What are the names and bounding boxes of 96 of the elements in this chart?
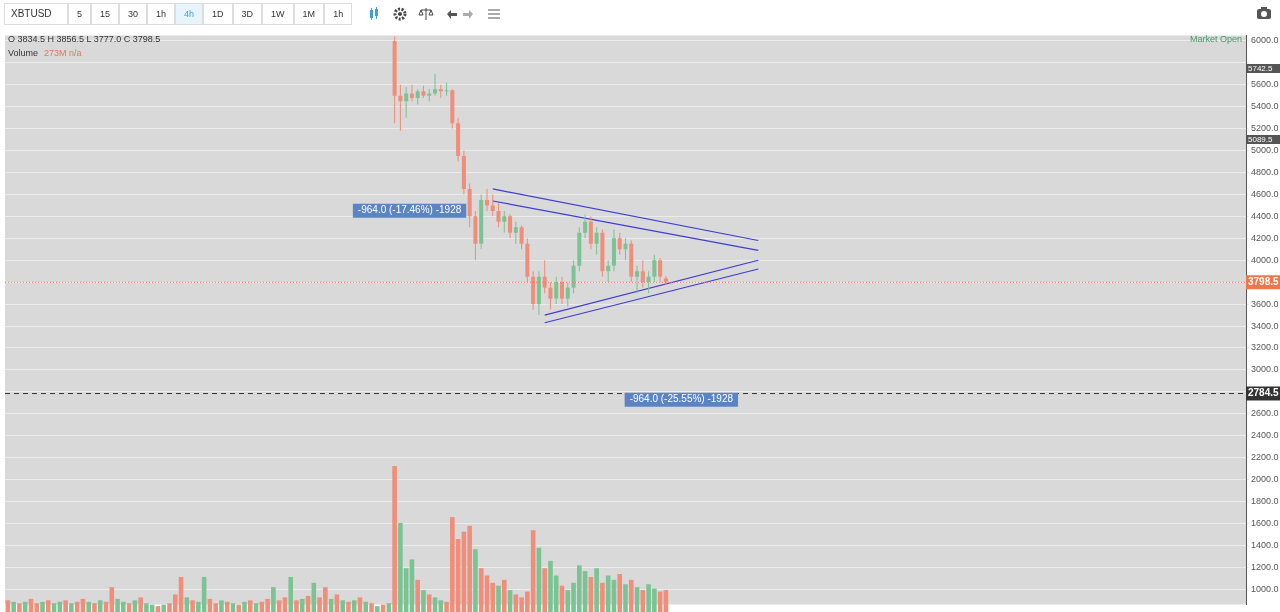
text: 1D: [203, 3, 233, 25]
text: 1M: [293, 3, 325, 25]
y-tick-label: 4400.0: [1251, 210, 1279, 221]
y-tick-label: 4600.0: [1251, 188, 1279, 199]
text: 1h: [147, 3, 176, 25]
y-tick-label: 5200.0: [1251, 123, 1279, 134]
bar: [190, 600, 195, 612]
ref-line-label: 3798.5: [1248, 276, 1280, 288]
y-tick-label: 2000.0: [1251, 474, 1279, 485]
y-tick-label: 4800.0: [1251, 166, 1279, 177]
bar: [288, 576, 294, 612]
bar: [230, 603, 236, 612]
chart-title: XBTUSD: [4, 3, 68, 25]
bar: [69, 603, 74, 612]
bar: [236, 604, 242, 612]
bar: [161, 604, 167, 612]
bar: [184, 597, 190, 612]
y-tick-label: 4200.0: [1251, 232, 1279, 243]
bar: [97, 600, 103, 612]
bar: [357, 597, 363, 612]
annotation: Volume: [8, 48, 39, 58]
bar: [542, 568, 547, 612]
bar: [45, 600, 51, 612]
bar: [351, 600, 357, 612]
y-tick-label: 1800.0: [1251, 495, 1279, 506]
text: 3D: [232, 3, 263, 25]
bar: [386, 603, 392, 612]
bar: [224, 601, 230, 612]
y-tick-label: 1000.0: [1251, 583, 1279, 594]
bar: [311, 582, 317, 612]
annotation: O 3834.5 H 3856.5 L 3777.0 C 3798.5: [8, 34, 161, 44]
y-tick-label: 1400.0: [1251, 539, 1279, 550]
y-tick-label: 3000.0: [1251, 364, 1279, 375]
text: 5: [68, 3, 92, 25]
bar: [86, 601, 91, 612]
bar: [63, 600, 68, 612]
text: 4h: [175, 3, 204, 25]
bar: [496, 585, 501, 612]
bar: [242, 601, 247, 612]
candlestick: [623, 238, 628, 261]
annotation: -964.0 (-17.46%) -1928: [357, 204, 462, 216]
bar: [40, 601, 45, 612]
annotation: 273M n/a: [44, 48, 82, 58]
annotation: -964.0 (-25.55%) -1928: [629, 393, 734, 405]
annotation: Market Open: [1189, 34, 1242, 44]
bar: [346, 601, 351, 612]
y-tick-label: 2200.0: [1251, 452, 1279, 463]
bar: [392, 466, 397, 612]
y-tick-label: 1600.0: [1251, 517, 1279, 528]
y-tick-label: 2400.0: [1251, 430, 1279, 441]
bar: [594, 568, 599, 612]
y-tick-label: 5600.0: [1251, 79, 1279, 90]
text: 5742.5: [1248, 63, 1274, 73]
text: 15: [91, 3, 120, 25]
bar: [426, 594, 432, 612]
bar: [17, 603, 22, 612]
bar: [219, 600, 224, 612]
bar: [299, 598, 305, 612]
bar: [138, 597, 143, 612]
text: 1h: [324, 3, 353, 25]
bar: [282, 597, 288, 612]
y-tick-label: 3600.0: [1251, 298, 1279, 309]
bar: [271, 587, 276, 612]
bar: [374, 606, 380, 612]
bar: [22, 601, 28, 612]
y-tick-label: 5400.0: [1251, 101, 1279, 112]
y-tick-label: 5000.0: [1251, 145, 1279, 156]
text: 5089.5: [1248, 134, 1274, 144]
bar: [628, 579, 634, 612]
bar: [600, 582, 605, 612]
bar: [363, 601, 369, 612]
bar: [369, 603, 374, 612]
y-tick-label: 1200.0: [1251, 561, 1279, 572]
bar: [126, 603, 132, 612]
text: 1W: [262, 3, 294, 25]
bar: [415, 579, 421, 612]
bar: [92, 603, 97, 612]
y-tick-label: 3400.0: [1251, 320, 1279, 331]
bar: [617, 574, 623, 612]
bar: [623, 584, 628, 612]
bar: [294, 600, 299, 612]
y-tick-label: 3200.0: [1251, 342, 1279, 353]
candlestick: [496, 203, 501, 228]
y-tick-label: 6000.0: [1251, 35, 1279, 46]
y-tick-label: 2600.0: [1251, 408, 1279, 419]
text: 30: [119, 3, 148, 25]
bar: [421, 590, 426, 612]
bar: [473, 549, 478, 612]
bar: [11, 601, 16, 612]
bar: [248, 600, 253, 612]
bar: [253, 603, 259, 612]
bar: [501, 579, 507, 612]
bar: [51, 603, 57, 612]
y-tick-label: 4000.0: [1251, 254, 1279, 265]
ref-line-label: 2784.5: [1248, 387, 1280, 399]
bar: [340, 600, 345, 612]
